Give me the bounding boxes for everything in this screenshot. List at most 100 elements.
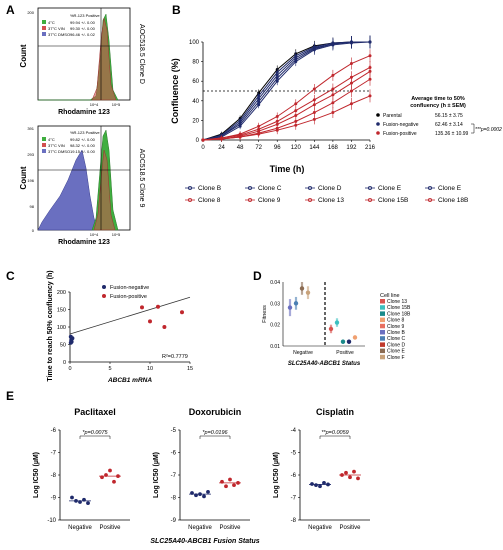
growth-point [294,102,298,106]
growth-point [238,118,242,122]
fitness-point [352,335,358,340]
growth-legend-label: Clone 15B [378,197,408,204]
scatter-xtick-label: 0 [68,366,71,372]
ic50-chart: Cisplatin -4 -5 -6 -7 -8 Log IC50 (µM) Negative… [273,407,370,531]
ic50-category: Negative [188,525,212,531]
flow-legend-value: 98.32 +/- 0.00 [70,143,96,148]
ic50-chart: Doxorubicin -5 -6 -7 -8 -9 Log IC50 (µM) Negati… [153,407,250,531]
flow-ytick: 0 [32,228,35,233]
flow-ylabel: Count [19,166,28,189]
flow-peak-vin [93,149,116,231]
ic50-sig-bracket [79,435,111,439]
ic50-category: Negative [308,525,332,531]
scatter-ytick-label: 0 [63,360,66,366]
fitness-ylabel: Fitness [262,305,268,323]
growth-xtick-label: 96 [274,145,281,151]
scatter-point [156,304,160,309]
growth-point [275,128,279,132]
cellline-legend-label: Clone E [387,349,405,355]
scatter-point [140,305,144,310]
growth-point [238,135,242,139]
ic50-ylabel: Log IC50 (µM) [33,452,40,498]
growth-legend-label: Clone C [258,185,282,192]
growth-xtick-label: 168 [328,145,339,151]
cellline-legend-label: Clone 8 [387,318,404,324]
ic50-sig-bracket [199,435,231,439]
summary-marker-parental [376,113,380,117]
cellline-swatch [380,336,385,341]
growth-point [331,42,335,46]
growth-ytick-label: 80 [192,60,199,66]
growth-legend-marker [307,185,312,190]
flow-legend-header: %R-123 Positive [70,13,100,18]
flow-legend-value: 99.82 +/- 0.00 [70,137,96,142]
growth-xtick-label: 24 [218,145,225,151]
growth-ytick-label: 40 [192,99,199,105]
flow-xtick: 10^5 [112,232,121,237]
growth-point [312,117,316,121]
flow-legend-value: 99.94 +/- 0.00 [70,20,96,25]
scatter-abcb1: Time to reach 50% confluency (h) ABCB1 m… [47,270,193,384]
cellline-swatch [380,330,385,335]
fitness-point [293,301,299,306]
scatter-point [69,339,74,344]
growth-ytick-label: 20 [192,118,199,124]
growth-point [275,76,279,80]
ic50-title: Doxorubicin [189,407,242,417]
cellline-legend-label: Clone 9 [387,324,404,330]
growth-point [257,100,261,104]
flow-ylabel: Count [19,44,28,67]
cellline-legend-label: Clone 15B [387,305,411,311]
growth-ytick-label: 0 [196,138,200,144]
cellline-swatch [380,317,385,323]
cellline-legend-title: Cell line [380,293,400,299]
flow-legend-label: 37°C VIN [48,143,65,148]
ic50-ytick-label: -7 [291,496,297,502]
flow-legend-label: 4°C [48,20,55,25]
ic50-ytick-label: -8 [51,473,57,479]
flow-xtick: 10^4 [90,232,99,237]
growth-legend-label: Clone 8 [198,197,221,204]
growth-point [368,40,372,44]
growth-legend-label: Clone 13 [318,197,344,204]
growth-xtick-label: 72 [255,145,262,151]
scatter-point [68,334,73,339]
cellline-legend-label: Clone 18B [387,311,411,317]
growth-legend-label: Clone E [438,185,462,192]
flow-legend-label: 37°C DMSO [48,149,70,154]
ic50-point-pos [232,483,236,488]
summary-significance: ***p=0.0002 [475,127,502,133]
scatter-point [180,310,184,315]
flow-legend-label: 37°C DMSO [48,32,70,37]
fitness-category: Positive [336,350,354,356]
flow-title: AOC518.5 Clone 9 [138,149,145,208]
summary-marker-pos [376,131,380,135]
flow-xtick: 10^4 [90,102,99,107]
growth-point [294,109,298,113]
growth-legend-marker [187,185,192,190]
growth-xtick-label: 144 [309,145,320,151]
ic50-ytick-label: -6 [51,428,57,434]
summary-value: 56.15 ± 3.75 [435,113,463,119]
scatter-ytick-label: 200 [57,290,66,296]
scatter-xlabel: ABCB1 mRNA [107,377,152,384]
flow-histogram-bottom: %R-123 Positive 4°C 99.82 +/- 0.00 37°C … [19,125,145,246]
flow-xlabel: Rhodamine 123 [58,109,110,116]
ic50-point-neg [310,482,314,486]
growth-legend-marker [427,197,432,202]
growth-ytick-label: 100 [189,40,200,46]
growth-series-line [202,95,371,141]
growth-point [312,87,316,91]
growth-legend-marker [427,185,432,190]
ic50-title: Paclitaxel [74,407,116,417]
growth-point [331,101,335,105]
ic50-ytick-label: -4 [291,428,297,434]
flow-legend-header: %R-123 Positive [70,130,100,135]
fitness-chart: Fitness Negative Positive SLC25A40-ABCB1… [262,280,411,367]
growth-legend-marker [367,185,372,190]
growth-point [238,122,242,126]
growth-point [368,94,372,98]
ic50-point-neg [206,489,210,494]
growth-legend-label: Clone 9 [258,197,281,204]
cellline-legend-label: Clone 13 [387,299,407,305]
